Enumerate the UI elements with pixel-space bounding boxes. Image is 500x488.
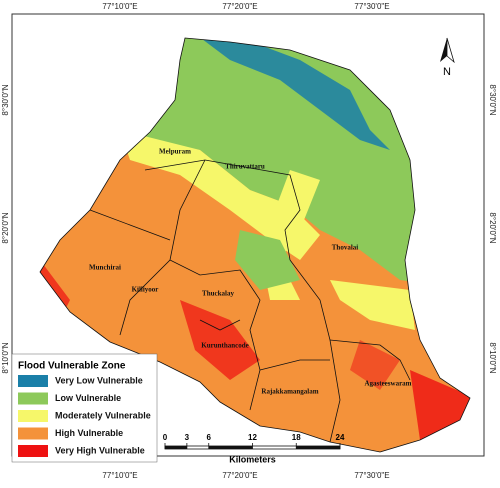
legend-label: High Vulnerable [55, 428, 123, 438]
scale-segment [296, 446, 340, 449]
place-label: Rajakkamangalam [261, 388, 318, 396]
place-label: Thiruvattaru [225, 163, 265, 171]
legend-swatch [18, 445, 48, 457]
north-arrow: N [440, 37, 455, 78]
coord-label: 8°30'0"N [1, 84, 10, 115]
coord-label: 8°30'0"N [488, 84, 497, 115]
coord-label: 77°10'0"E [102, 2, 137, 11]
place-label: Killiyoor [132, 286, 159, 294]
legend-swatch [18, 375, 48, 387]
scale-unit: Kilometers [229, 454, 276, 464]
place-label: Thovalai [332, 244, 359, 252]
coord-label: 8°20'0"N [1, 212, 10, 243]
coord-label: 8°10'0"N [1, 342, 10, 373]
scale-label: 18 [292, 433, 301, 442]
scale-label: 24 [336, 433, 345, 442]
scale-label: 0 [163, 433, 168, 442]
scale-label: 3 [185, 433, 190, 442]
legend-background [11, 353, 158, 463]
legend-swatch [18, 392, 48, 405]
boundaries [39, 37, 471, 453]
place-label: Agasteeswaram [364, 380, 411, 388]
legend-label: Very Low Vulnerable [55, 375, 143, 385]
place-label: Munchirai [89, 264, 121, 272]
coord-label: 77°30'0"E [354, 471, 389, 480]
coord-label: 77°20'0"E [222, 471, 257, 480]
scale-label: 6 [207, 433, 212, 442]
coord-label: 77°20'0"E [222, 2, 257, 11]
place-label: Kurunthancode [201, 342, 248, 350]
north-label: N [443, 66, 451, 78]
legend: Flood Vulnerable Zone Very Low Vulnerabl… [11, 353, 158, 463]
legend-label: Low Vulnerable [55, 393, 121, 403]
coord-label: 8°10'0"N [488, 342, 497, 373]
scale-segment [208, 446, 253, 449]
scale-segment [165, 446, 187, 449]
coord-label: 8°20'0"N [488, 212, 497, 243]
legend-label: Moderately Vulnerable [55, 410, 151, 420]
coord-label: 77°30'0"E [354, 2, 389, 11]
scale-label: 12 [248, 433, 257, 442]
coord-label: 77°10'0"E [102, 471, 137, 480]
legend-title: Flood Vulnerable Zone [18, 361, 126, 372]
legend-swatch [18, 427, 48, 440]
legend-label: Very High Vulnerable [55, 445, 145, 455]
legend-swatch [18, 410, 48, 422]
place-label: Thuckalay [202, 290, 234, 298]
place-label: Melpuram [159, 148, 191, 156]
